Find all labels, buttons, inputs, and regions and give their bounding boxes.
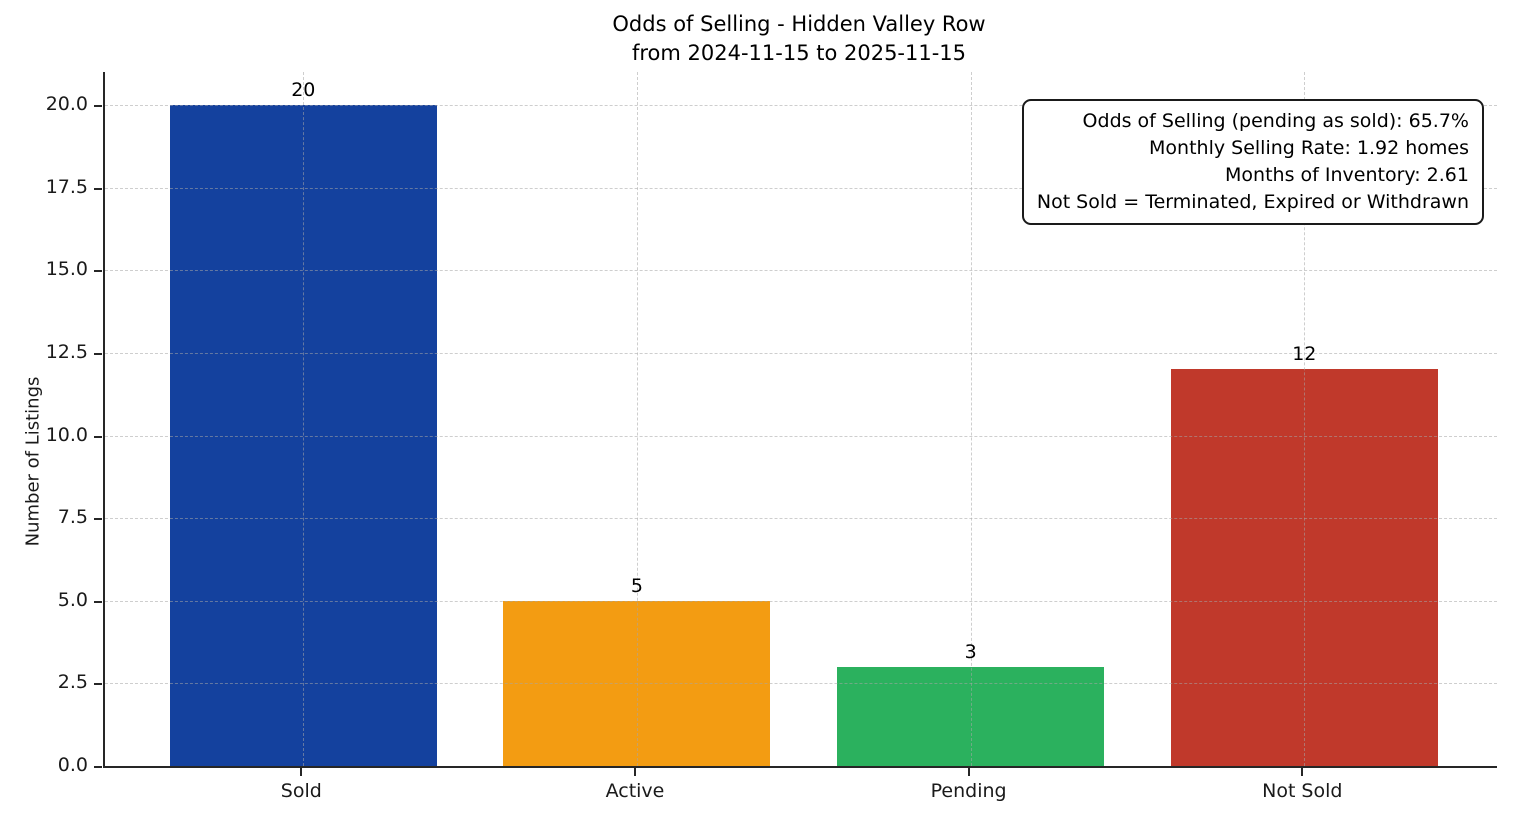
y-tick-label: 7.5: [57, 506, 88, 529]
x-tick-mark: [300, 768, 303, 776]
x-tick-mark: [633, 768, 636, 776]
y-tick-mark: [94, 766, 102, 768]
chart-subtitle: from 2024-11-15 to 2025-11-15: [631, 41, 967, 65]
y-tick-label: 5.0: [57, 588, 88, 611]
bar-value-label-sold: 20: [291, 79, 316, 102]
y-tick-mark: [94, 518, 102, 521]
bar-value-label-active: 5: [630, 574, 644, 597]
x-tick-label-sold: Sold: [280, 780, 322, 802]
bar-value-label-not-sold: 12: [1292, 343, 1317, 366]
y-tick-mark: [94, 270, 102, 273]
plot-area: 20 5 3 12 Odds of Selling (pending as sold)…: [103, 72, 1497, 768]
annotation-odds-of-selling: Odds of Selling (pending as sold): 65.7%: [1082, 110, 1469, 132]
y-tick-label: 2.5: [57, 671, 88, 694]
h-gridline: [105, 518, 1497, 520]
y-tick-label: 17.5: [45, 175, 88, 198]
y-tick-mark: [94, 105, 102, 108]
h-gridline: [105, 105, 1497, 107]
h-gridline: [105, 187, 1497, 189]
h-gridline: [105, 270, 1497, 272]
h-gridline: [105, 683, 1497, 685]
v-gridline: [636, 72, 638, 766]
y-tick-mark: [94, 683, 102, 686]
x-tick-mark: [967, 768, 970, 776]
v-gridline: [303, 72, 305, 766]
y-tick-mark: [94, 187, 102, 190]
y-tick-mark: [94, 352, 102, 355]
x-tick-label-active: Active: [605, 780, 665, 802]
y-tick-mark: [94, 435, 102, 438]
v-gridline: [970, 72, 972, 766]
bar-value-label-pending: 3: [964, 640, 977, 663]
h-gridline: [105, 600, 1497, 602]
y-tick-label: 10.0: [45, 423, 88, 446]
annotation-not-sold-definition: Not Sold = Terminated, Expired or Withdr…: [1036, 191, 1469, 213]
h-gridline: [105, 435, 1497, 437]
y-tick-label: 15.0: [45, 258, 88, 281]
chart-title: Odds of Selling - Hidden Valley Row: [612, 12, 986, 36]
annotation-months-of-inventory: Months of Inventory: 2.61: [1225, 164, 1469, 186]
v-gridline: [1304, 72, 1306, 766]
annotation-monthly-selling-rate: Monthly Selling Rate: 1.92 homes: [1149, 137, 1469, 159]
x-tick-label-not-sold: Not Sold: [1262, 780, 1343, 802]
y-tick-label: 0.0: [57, 754, 88, 776]
x-tick-mark: [1301, 768, 1304, 776]
y-tick-label: 20.0: [45, 93, 88, 116]
y-tick-label: 12.5: [45, 340, 88, 363]
x-tick-label-pending: Pending: [930, 780, 1007, 802]
h-gridline: [105, 352, 1497, 354]
y-tick-mark: [94, 600, 102, 603]
stats-annotation-box: Odds of Selling (pending as sold): 65.7%…: [1021, 99, 1484, 225]
y-axis-label: Number of Listings: [22, 376, 44, 547]
